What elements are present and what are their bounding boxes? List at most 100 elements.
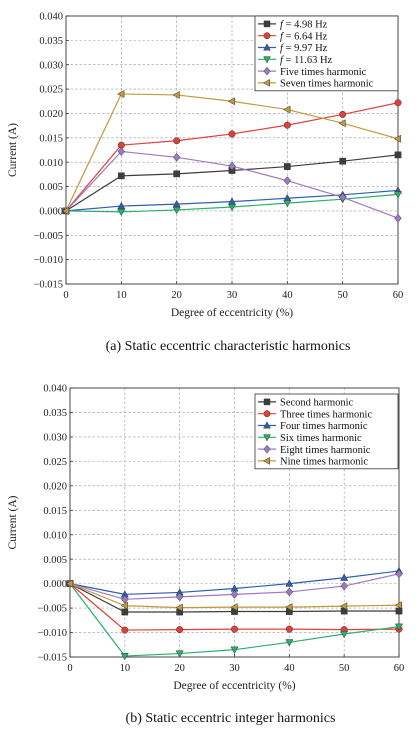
series-6 xyxy=(61,89,402,215)
data-point xyxy=(121,626,129,634)
legend-symbol: f xyxy=(280,20,285,31)
legend-marker xyxy=(262,79,270,87)
data-point xyxy=(230,603,238,612)
data-point xyxy=(117,172,125,180)
y-tick-label: 0.020 xyxy=(43,481,67,492)
data-point xyxy=(228,161,236,171)
legend-label: f = 9.97 Hz xyxy=(280,43,328,54)
legend-marker xyxy=(263,421,271,429)
data-point xyxy=(394,191,402,199)
data-point xyxy=(285,625,293,633)
data-point xyxy=(395,569,403,579)
data-point xyxy=(394,99,402,107)
legend-label: Three times harmonic xyxy=(280,409,372,420)
x-tick-label: 20 xyxy=(171,290,182,301)
x-tick-label: 10 xyxy=(116,290,127,301)
y-tick-label: 0.010 xyxy=(39,158,63,169)
y-tick-label: 0.030 xyxy=(43,433,67,444)
legend-marker xyxy=(263,20,271,28)
data-point xyxy=(338,119,346,128)
legend-box xyxy=(254,393,399,470)
data-point xyxy=(285,587,294,597)
y-tick-label: 0.040 xyxy=(39,12,63,23)
data-point xyxy=(230,625,239,633)
x-tick-label: 0 xyxy=(67,663,72,674)
legend-item: Eight times harmonic xyxy=(258,445,371,456)
legend-value: = 11.63 Hz xyxy=(283,55,333,66)
legend-marker xyxy=(262,457,270,465)
legend-marker xyxy=(263,66,271,76)
x-tick-label: 30 xyxy=(227,290,238,301)
chart-caption: (b) Static eccentric integer harmonics xyxy=(126,711,336,726)
legend-item: Three times harmonic xyxy=(258,409,372,420)
y-tick-label: −0.015 xyxy=(33,280,63,291)
data-point xyxy=(338,192,347,202)
legend-marker xyxy=(263,43,271,51)
x-tick-label: 40 xyxy=(284,663,295,674)
chart-2: −0.015 −0.010 −0.005 0.000 0.005 0.010 0.015 0.… xyxy=(7,384,404,726)
x-tick-label: 60 xyxy=(393,290,404,301)
data-point xyxy=(172,206,181,215)
data-point xyxy=(172,90,180,99)
data-point xyxy=(339,110,347,118)
data-point xyxy=(228,203,236,212)
x-tick-label: 20 xyxy=(174,663,185,674)
legend-item: f = 6.64 Hz xyxy=(258,31,328,42)
data-point xyxy=(283,121,291,129)
y-axis-label: Current (A) xyxy=(7,123,19,177)
y-tick-label: −0.010 xyxy=(37,628,67,639)
legend-label: Eight times harmonic xyxy=(280,445,371,456)
x-tick-label: 30 xyxy=(229,663,240,674)
legend-marker xyxy=(263,32,271,40)
legend-item: f = 4.98 Hz xyxy=(258,20,328,31)
legend-symbol: f xyxy=(280,55,285,66)
data-point xyxy=(172,199,181,208)
legend-item: Six times harmonic xyxy=(258,433,362,444)
data-point xyxy=(176,626,184,634)
legend: f = 4.98 Hzf = 6.64 Hzf = 9.97 Hzf = 11.… xyxy=(254,15,399,92)
legend-symbol: f xyxy=(280,31,285,42)
chart-1: −0.015 −0.010 −0.005 0.000 0.005 0.010 0.015 0.… xyxy=(7,12,403,354)
y-axis-label: Current (A) xyxy=(7,495,19,549)
legend-item: Four times harmonic xyxy=(258,421,368,432)
legend-label: Seven times harmonic xyxy=(280,79,374,90)
legend-label: f = 11.63 Hz xyxy=(280,55,333,66)
data-point xyxy=(339,602,348,611)
data-point xyxy=(394,151,402,159)
data-point xyxy=(117,89,125,98)
data-point xyxy=(285,639,294,647)
x-axis-label: Degree of eccentricity (%) xyxy=(173,680,295,692)
data-point xyxy=(120,652,129,661)
data-point xyxy=(173,137,181,145)
legend-marker xyxy=(263,434,271,442)
y-tick-label: −0.005 xyxy=(33,231,63,242)
legend-item: f = 9.97 Hz xyxy=(258,43,328,54)
chart-caption: (a) Static eccentric characteristic harm… xyxy=(106,339,351,354)
y-tick-label: 0.005 xyxy=(43,555,67,566)
data-point xyxy=(121,594,129,604)
y-tick-label: 0.000 xyxy=(43,579,67,590)
legend-value: = 9.97 Hz xyxy=(283,43,328,54)
x-tick-label: 60 xyxy=(394,663,405,674)
y-tick-label: 0.015 xyxy=(43,506,67,517)
data-point xyxy=(121,608,129,616)
data-point xyxy=(61,206,70,215)
data-point xyxy=(117,147,126,156)
legend-item: Five times harmonic xyxy=(258,67,367,78)
x-tick-label: 0 xyxy=(63,290,68,301)
data-point xyxy=(394,601,403,610)
y-tick-label: 0.040 xyxy=(43,384,67,395)
legend-value: = 6.64 Hz xyxy=(283,31,328,42)
x-tick-label: 50 xyxy=(337,290,348,301)
legend-label: Six times harmonic xyxy=(280,433,362,444)
y-tick-label: 0.025 xyxy=(39,85,63,96)
legend-label: Five times harmonic xyxy=(280,67,367,78)
data-point xyxy=(395,607,403,615)
data-point xyxy=(230,589,239,599)
legend-item: Second harmonic xyxy=(258,398,354,409)
legend-symbol: f xyxy=(280,43,285,54)
series-5 xyxy=(66,569,403,604)
y-tick-label: 0.010 xyxy=(43,530,67,541)
data-point xyxy=(117,201,126,210)
